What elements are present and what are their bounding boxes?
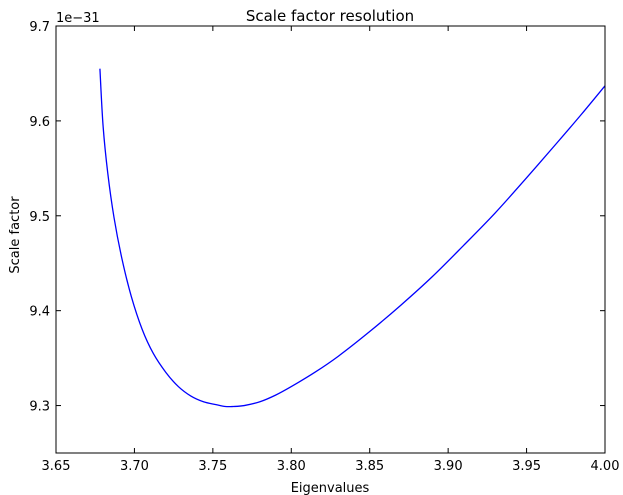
y-axis-label: Scale factor — [8, 196, 23, 274]
x-tick-label: 3.70 — [120, 459, 149, 474]
y-tick-label: 9.5 — [29, 210, 50, 225]
x-tick-label: 3.80 — [277, 459, 306, 474]
y-tick-label: 9.4 — [29, 305, 50, 320]
y-tick-label: 9.7 — [29, 20, 50, 35]
x-tick-label: 3.95 — [512, 459, 541, 474]
plot-frame — [55, 25, 606, 454]
x-tick-label: 3.65 — [42, 459, 71, 474]
chart-title: Scale factor resolution — [246, 7, 414, 25]
x-tick-label: 3.75 — [198, 459, 227, 474]
x-tick-label: 3.85 — [355, 459, 384, 474]
x-tick-label: 4.00 — [591, 459, 620, 474]
series-line — [99, 68, 606, 408]
y-tick-label: 9.6 — [29, 115, 50, 130]
y-tick-label: 9.3 — [29, 400, 50, 415]
y-offset-label: 1e−31 — [56, 11, 100, 26]
x-axis-label: Eigenvalues — [291, 481, 370, 495]
axis-ticks: 3.65 3.70 3.75 3.80 3.85 3.90 3.95 4.00 9.3 9.4 9.… — [29, 20, 619, 474]
x-tick-label: 3.90 — [434, 459, 463, 474]
